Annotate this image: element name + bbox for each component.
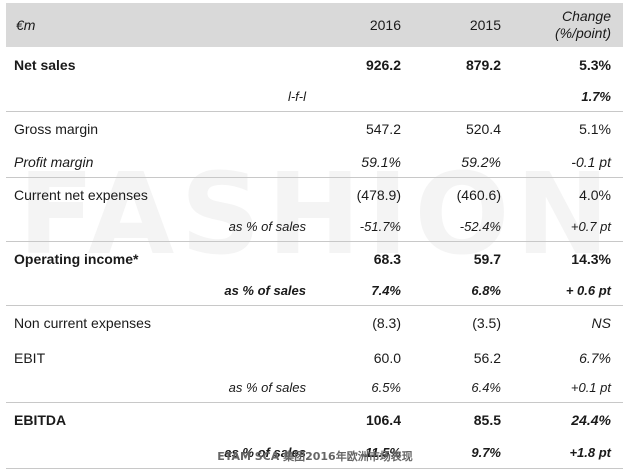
value-change: NS [523,304,623,341]
row-label: as % of sales [224,283,306,299]
value-2016: 6.5% [371,380,401,396]
value-change: 4.0% [523,176,623,213]
row-label: as % of sales [6,438,324,469]
table-row: Current net expenses (478.9) (460.6) 4.0… [6,176,623,213]
row-label: EBIT [14,349,46,366]
row-label: Non current expenses [6,304,324,341]
value-change: + 0.6 pt [565,283,611,299]
row-label: l-f-l [287,89,306,105]
table-row: EBIT 60.0 56.2 6.7% [6,341,623,374]
value-change: 14.3% [523,240,623,277]
table-row: as % of sales 11.5% 9.7% +1.8 pt [6,438,623,469]
value-2015: 85.5 [423,401,523,438]
row-label: Operating income* [6,240,324,277]
value-2015: 59.2% [461,153,501,170]
value-2016: 59.1% [361,153,401,170]
value-change: 5.3% [579,57,611,73]
value-2016: 60.0 [373,349,401,366]
table-row: Operating income* 68.3 59.7 14.3% [6,240,623,277]
table-row: as % of sales 6.5% 6.4% +0.1 pt [6,374,623,402]
value-change: 5.1% [523,110,623,147]
row-label: Gross margin [6,110,324,147]
value-change: 6.7% [579,349,611,366]
value-2015: 6.4% [471,380,501,396]
value-change: +0.1 pt [570,380,611,396]
row-label: as % of sales [228,380,306,396]
value-2015: 59.7 [423,240,523,277]
table-row: Net sales 926.2 879.2 5.3% [6,47,623,83]
value-2015: (460.6) [423,176,523,213]
value-2016: (478.9) [324,176,423,213]
value-2016: 106.4 [324,401,423,438]
row-label: Profit margin [14,153,94,170]
row-label: Current net expenses [6,176,324,213]
header-year-2015: 2015 [423,3,523,47]
value-2015: 6.8% [471,283,501,299]
table-header-row: €m 2016 2015 Change (%/point) [6,3,623,47]
header-year-2016: 2016 [324,3,423,47]
row-label: as % of sales [228,219,306,235]
value-2015: 520.4 [423,110,523,147]
table-row: Gross margin 547.2 520.4 5.1% [6,110,623,147]
value-2016 [324,83,423,111]
financial-table-container: €m 2016 2015 Change (%/point) Net sales … [6,3,623,469]
table-row: as % of sales -51.7% -52.4% +0.7 pt [6,213,623,241]
value-2015 [423,83,523,111]
image-caption: ETAM SCA 集团2016年欧洲市场表现 [217,450,413,463]
row-label: Net sales [14,57,76,73]
value-change: +0.7 pt [570,219,611,235]
value-change: -0.1 pt [571,153,611,170]
value-2015: 56.2 [473,349,501,366]
financial-table: €m 2016 2015 Change (%/point) Net sales … [6,3,623,469]
table-row: l-f-l 1.7% [6,83,623,111]
value-change: 24.4% [523,401,623,438]
table-row: as % of sales 7.4% 6.8% + 0.6 pt [6,277,623,305]
value-change: 1.7% [581,89,611,105]
value-2016: 547.2 [324,110,423,147]
value-2016: 926.2 [365,57,401,73]
header-change-title: Change [561,8,611,24]
value-2015: -52.4% [459,219,501,235]
row-label: EBITDA [6,401,324,438]
value-2016: 11.5% [324,438,423,469]
table-row: Profit margin 59.1% 59.2% -0.1 pt [6,147,623,177]
header-change-unit: (%/point) [554,25,611,41]
table-row: Non current expenses (8.3) (3.5) NS [6,304,623,341]
value-2016: 7.4% [371,283,401,299]
value-2015: 879.2 [465,57,501,73]
header-change: Change (%/point) [523,3,623,47]
value-2016: 68.3 [324,240,423,277]
table-row: EBITDA 106.4 85.5 24.4% [6,401,623,438]
value-2015: (3.5) [423,304,523,341]
value-2016: (8.3) [324,304,423,341]
value-2016: -51.7% [359,219,401,235]
header-unit: €m [6,3,324,47]
